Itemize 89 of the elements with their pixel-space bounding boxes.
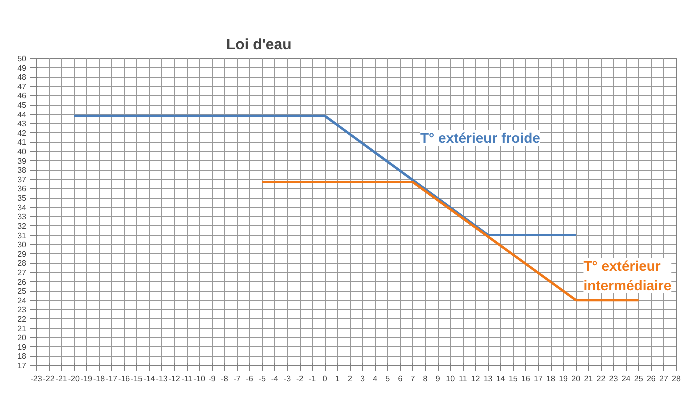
y-tick-label: 41 — [18, 138, 28, 148]
x-tick-label: -15 — [131, 374, 144, 384]
x-tick-label: 6 — [398, 374, 404, 384]
y-tick-label: 29 — [18, 250, 28, 259]
y-tick-label: 46 — [18, 92, 28, 101]
x-tick-label: 12 — [471, 374, 481, 384]
x-tick-label: 9 — [436, 374, 441, 384]
x-tick-label: -1 — [309, 374, 317, 384]
y-tick-label: 22 — [18, 314, 28, 324]
series-label: T° extérieur intermédiaire — [584, 258, 672, 294]
x-tick-label: 28 — [672, 374, 682, 384]
x-tick-label: -5 — [258, 374, 266, 384]
y-tick-label: 37 — [18, 175, 28, 184]
x-tick-label: 21 — [584, 374, 594, 384]
x-tick-label: -10 — [194, 374, 206, 384]
x-tick-label: 19 — [559, 374, 569, 384]
x-tick-label: 20 — [572, 374, 582, 384]
y-tick-label: 27 — [18, 268, 28, 278]
x-tick-label: 8 — [423, 374, 428, 384]
y-tick-label: 20 — [18, 334, 28, 343]
y-tick-label: 24 — [18, 296, 28, 306]
y-tick-label: 44 — [18, 110, 28, 120]
y-tick-label: 43 — [18, 120, 28, 129]
x-tick-label: 2 — [348, 374, 353, 384]
y-tick-label: 49 — [18, 64, 28, 73]
y-tick-label: 18 — [18, 352, 28, 362]
y-tick-label: 26 — [18, 278, 28, 287]
x-tick-label: 11 — [459, 374, 468, 384]
y-tick-label: 36 — [18, 184, 28, 194]
x-tick-label: -20 — [68, 374, 80, 384]
x-tick-label: 4 — [373, 374, 378, 384]
x-tick-label: 16 — [521, 374, 531, 384]
x-tick-label: 27 — [660, 374, 669, 384]
x-tick-label: -13 — [156, 374, 168, 384]
x-tick-label: 26 — [646, 374, 656, 384]
x-tick-label: -7 — [234, 374, 242, 384]
x-tick-label: -3 — [284, 374, 292, 384]
x-tick-label: 0 — [322, 374, 328, 384]
x-tick-label: -17 — [106, 374, 118, 384]
y-tick-label: 40 — [18, 148, 28, 157]
x-tick-label: 24 — [622, 374, 632, 384]
x-tick-label: -23 — [30, 374, 43, 384]
y-tick-label: 23 — [18, 306, 28, 315]
x-tick-label: -8 — [221, 374, 229, 384]
y-tick-label: 42 — [18, 128, 28, 138]
x-tick-label: 23 — [609, 374, 619, 384]
x-tick-label: 22 — [596, 374, 606, 384]
text: T° extérieur froide — [420, 130, 541, 146]
y-tick-label: 34 — [18, 203, 28, 212]
y-tick-label: 50 — [18, 54, 28, 64]
x-tick-label: 5 — [386, 374, 391, 384]
x-tick-label: -2 — [296, 374, 304, 384]
x-tick-label: 15 — [508, 374, 518, 384]
x-tick-label: 1 — [335, 374, 340, 384]
y-tick-label: 28 — [18, 259, 28, 268]
x-tick-label: -12 — [168, 374, 181, 384]
y-tick-label: 45 — [18, 101, 28, 110]
x-tick-label: -18 — [93, 374, 106, 384]
y-tick-label: 33 — [18, 212, 28, 222]
x-tick-label: -6 — [246, 374, 254, 384]
x-tick-label: 25 — [634, 374, 644, 384]
x-tick-label: 18 — [546, 374, 556, 384]
y-tick-label: 17 — [18, 362, 28, 370]
x-tick-label: -16 — [118, 374, 131, 384]
chart-title: Loi d'eau — [226, 36, 292, 54]
x-tick-label: 17 — [534, 374, 544, 384]
x-tick-label: 3 — [360, 374, 366, 384]
y-tick-label: 21 — [18, 324, 28, 334]
y-tick-label: 25 — [18, 287, 28, 296]
y-tick-label: 35 — [18, 194, 28, 204]
x-tick-label: 13 — [484, 374, 494, 384]
x-tick-label: 10 — [446, 374, 456, 384]
x-tick-label: -9 — [208, 374, 216, 384]
x-tick-label: -21 — [56, 374, 68, 384]
x-tick-label: 7 — [410, 374, 416, 384]
y-tick-label: 31 — [18, 231, 28, 240]
y-tick-label: 48 — [18, 73, 28, 82]
y-tick-label: 39 — [18, 156, 28, 166]
x-tick-label: -14 — [144, 374, 156, 384]
y-tick-label: 47 — [18, 82, 28, 92]
x-tick-label: 14 — [496, 374, 506, 384]
x-tick-label: -11 — [182, 374, 194, 384]
y-tick-label: 32 — [18, 222, 28, 231]
x-tick-label: -22 — [43, 374, 56, 384]
y-tick-label: 38 — [18, 166, 28, 176]
y-tick-label: 19 — [18, 342, 28, 352]
x-tick-label: -19 — [80, 374, 94, 384]
y-tick-label: 30 — [18, 240, 28, 250]
x-tick-label: -4 — [271, 374, 280, 384]
